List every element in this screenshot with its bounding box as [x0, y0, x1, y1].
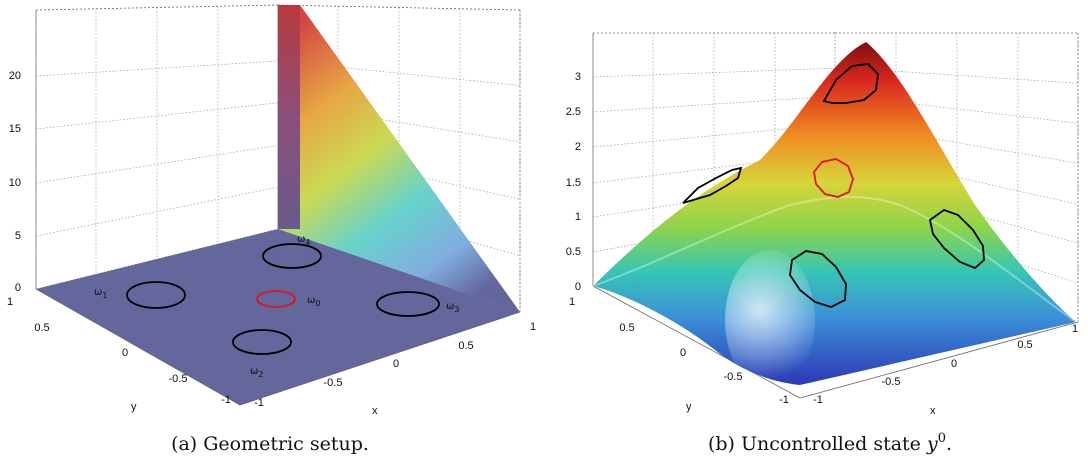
region-omega-3 [376, 291, 440, 317]
panel-b-surface [593, 42, 1076, 385]
panel-b-ridge [592, 195, 1077, 323]
panel-a-base-plane [36, 229, 520, 405]
panel-b-regions [682, 63, 985, 308]
x-tick: -1 [813, 394, 823, 406]
y-tick: -1 [779, 394, 789, 406]
y-tick: 0.5 [619, 322, 634, 334]
z-tick: 0 [15, 282, 21, 294]
z-tick: 0 [575, 281, 581, 293]
panel-a-region-labels: ω0 ω1 ω2 ω3 ω4 [94, 234, 459, 379]
grid-line [834, 94, 1079, 124]
region-label-1: ω1 [94, 287, 107, 300]
region-b-bottom [789, 250, 847, 308]
y-tick: 0.5 [34, 322, 49, 334]
x-tick: -0.5 [324, 377, 343, 389]
panel-b-caption: (b) Uncontrolled state y0. [708, 431, 952, 455]
x-tick: 1 [530, 321, 536, 333]
panel-b-y-label: y [686, 401, 692, 413]
region-omega-2 [232, 329, 292, 355]
panel-a-wall [278, 5, 300, 229]
z-tick: 5 [15, 230, 21, 242]
region-label-4: ω4 [297, 234, 310, 247]
x-tick: 0 [393, 358, 399, 370]
panel-b-x-label: x [930, 405, 936, 417]
region-omega-0 [256, 290, 296, 308]
region-b-left [682, 166, 743, 204]
panel-b-y-ticks: 1 0.5 0 -0.5 -1 [569, 296, 789, 406]
y-tick: 1 [569, 296, 575, 308]
z-tick: 1 [575, 211, 581, 223]
x-tick: 0.5 [1017, 339, 1032, 351]
x-tick: 0 [951, 358, 957, 370]
z-tick: 20 [9, 70, 21, 82]
panel-b-highlight [725, 250, 815, 390]
z-tick: 3 [575, 71, 581, 83]
panel-a-x-label: x [372, 405, 378, 417]
region-label-0: ω0 [307, 295, 320, 308]
panel-a-y-label: y [131, 401, 137, 413]
grid-line [834, 121, 1079, 164]
panel-a-z-ticks: 20 15 10 5 0 [9, 70, 21, 294]
y-tick: 0 [680, 347, 686, 359]
panel-a-x-ticks: -1 -0.5 0 0.5 1 [254, 321, 536, 409]
y-tick: -0.5 [724, 371, 743, 383]
region-omega-4 [262, 243, 322, 269]
grid-line [277, 102, 521, 143]
grid-line [834, 149, 1079, 205]
z-tick: 2 [575, 141, 581, 153]
region-label-2: ω2 [250, 366, 263, 379]
panel-a-y-ticks: 1 0.5 0 -0.5 -1 [7, 296, 231, 406]
panel-b-x-ticks: -1 -0.5 0 0.5 1 [813, 323, 1078, 406]
z-tick: 0.5 [566, 246, 581, 258]
region-b-right [928, 208, 985, 270]
panel-a-caption: (a) Geometric setup. [171, 433, 369, 455]
z-tick: 15 [9, 123, 21, 135]
z-tick: 1.5 [566, 177, 581, 189]
y-tick: 0 [122, 347, 128, 359]
panel-a-regions [126, 243, 440, 355]
x-tick: 1 [1072, 323, 1078, 335]
y-tick: -1 [221, 394, 231, 406]
z-tick: 10 [9, 177, 21, 189]
z-tick: 2.5 [566, 106, 581, 118]
x-tick: -1 [254, 397, 264, 409]
panel-a-ramp [278, 5, 520, 312]
y-tick: -0.5 [169, 373, 188, 385]
region-omega-1 [126, 281, 186, 309]
grid-line [35, 145, 279, 184]
region-b-peak [822, 63, 879, 104]
panel-a: ω0 ω1 ω2 ω3 ω4 20 15 10 5 0 1 0.5 0 -0.5… [7, 4, 536, 455]
region-b-red [813, 158, 854, 198]
y-tick: 1 [7, 296, 13, 308]
x-tick: 0.5 [458, 340, 473, 352]
region-label-3: ω3 [446, 301, 459, 314]
panel-b-z-ticks: 3 2.5 2 1.5 1 0.5 0 [566, 71, 581, 293]
x-tick: -0.5 [882, 376, 901, 388]
panel-b: 3 2.5 2 1.5 1 0.5 0 1 0.5 0 -0.5 -1 y -1… [566, 32, 1079, 455]
